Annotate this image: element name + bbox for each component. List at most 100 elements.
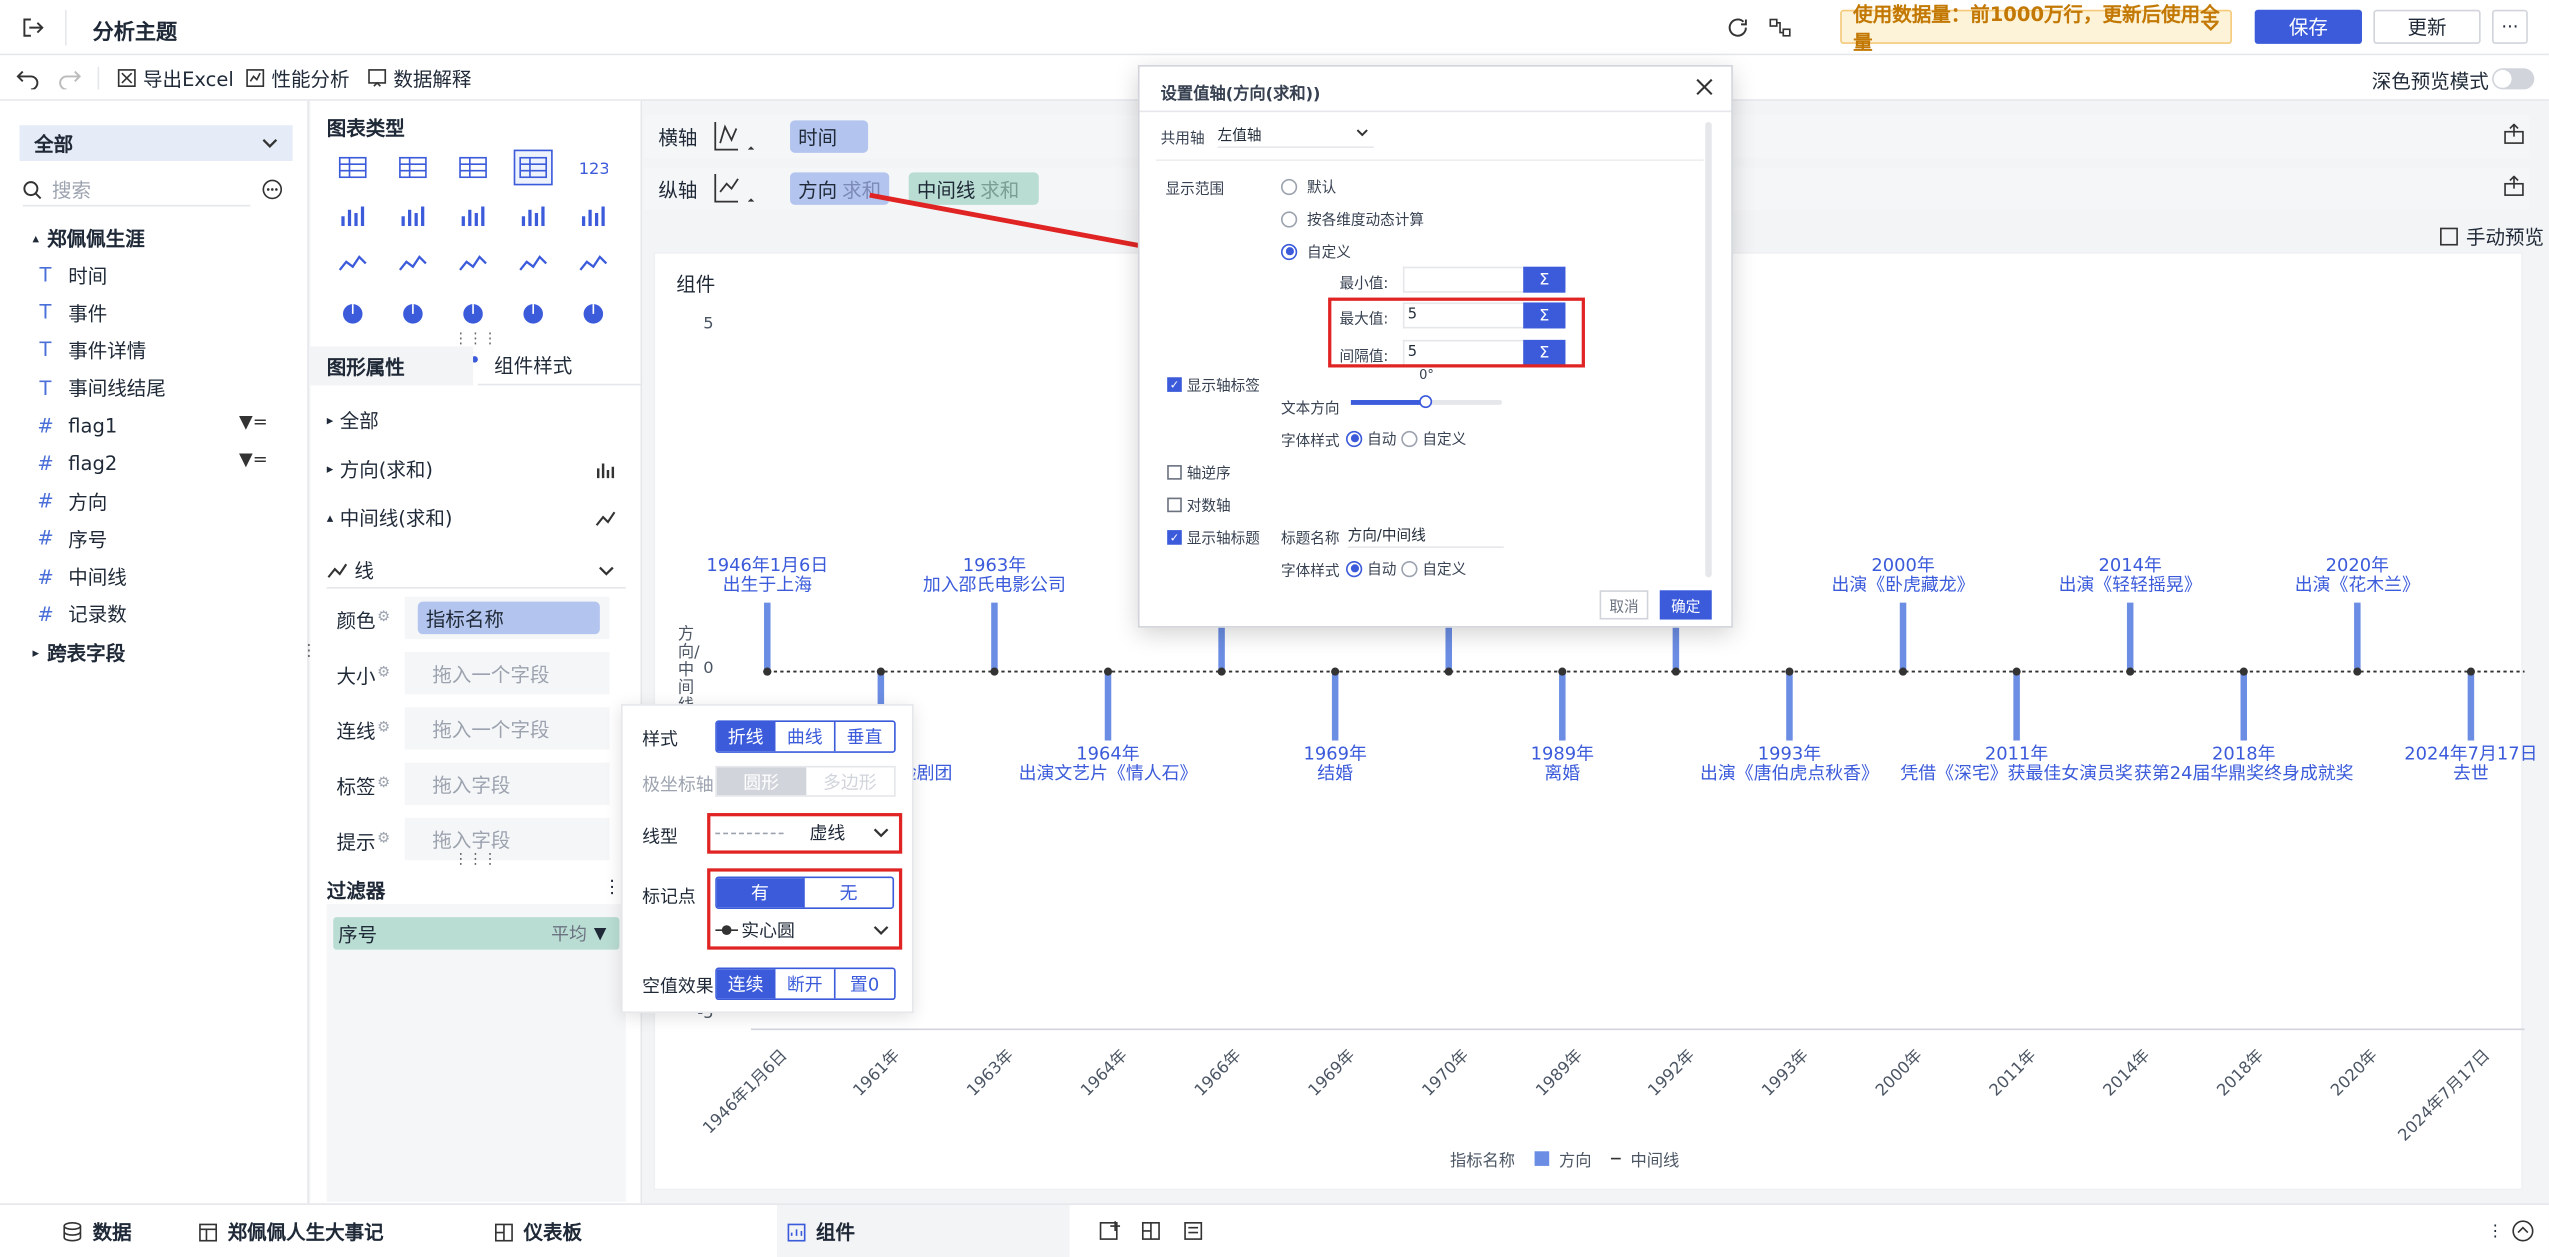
measure-midline-node[interactable]: ▴ 中间线(求和) <box>327 504 626 532</box>
x-field-pill[interactable]: 时间 <box>790 120 869 153</box>
tab-analysis[interactable]: 郑佩佩人生大事记 <box>198 1205 384 1257</box>
chart-type-icon[interactable] <box>514 296 553 332</box>
data-explain-button[interactable]: 数据解释 <box>367 55 471 101</box>
all-node[interactable]: ▸ 全部 <box>327 407 626 435</box>
gear-icon[interactable]: ⚙ <box>377 720 391 737</box>
property-drop-zone[interactable]: 拖入一个字段 <box>404 652 610 695</box>
field-item[interactable]: T 事件详情 <box>36 334 147 367</box>
property-drop-zone[interactable]: 指标名称 <box>404 596 610 640</box>
property-drop-zone[interactable]: 拖入字段 <box>404 817 610 861</box>
chart-type-icon[interactable] <box>574 247 613 283</box>
property-drop-zone[interactable]: 拖入字段 <box>404 762 610 805</box>
field-item[interactable]: # 方向 <box>36 485 107 518</box>
line-type-select[interactable]: 虚线 <box>715 816 894 849</box>
ok-button[interactable]: 确定 <box>1659 590 1712 620</box>
more-options-icon[interactable]: ⋮ <box>603 876 621 898</box>
chart-type-icon[interactable] <box>514 247 553 283</box>
style-curve[interactable]: 曲线 <box>776 721 836 752</box>
chart-type-icon[interactable] <box>393 296 432 332</box>
max-input[interactable]: 5 <box>1402 302 1524 329</box>
scope-select[interactable]: 全部 <box>19 125 293 161</box>
filter-flag-icon[interactable]: ▼= <box>238 448 268 470</box>
direction-bar[interactable] <box>2354 602 2361 672</box>
field-item[interactable]: T 事间线结尾 <box>36 372 166 405</box>
cancel-button[interactable]: 取消 <box>1599 590 1649 620</box>
collapse-up-icon[interactable] <box>2512 1220 2535 1243</box>
direction-bar[interactable] <box>1445 602 1452 672</box>
y-field-pill-direction[interactable]: 方向 求和 <box>790 172 890 205</box>
min-sigma-button[interactable]: Σ <box>1523 266 1566 293</box>
direction-bar[interactable] <box>1104 671 1112 741</box>
mark-type-select[interactable]: 线 <box>326 553 626 589</box>
add-component-icon[interactable] <box>1099 1220 1122 1243</box>
chart-type-icon[interactable] <box>393 198 432 234</box>
search-input[interactable]: 搜索 <box>52 178 92 202</box>
chart-type-icon[interactable] <box>574 296 613 332</box>
slider-handle[interactable] <box>1419 395 1433 409</box>
refresh-icon[interactable] <box>1725 15 1751 41</box>
field-item[interactable]: # 中间线 <box>36 560 126 593</box>
filter-zone[interactable] <box>326 904 626 1202</box>
log-axis-checkbox[interactable]: 对数轴 <box>1167 494 1231 515</box>
direction-bar[interactable] <box>1331 671 1339 741</box>
field-item[interactable]: T 时间 <box>36 259 108 292</box>
exit-icon[interactable] <box>20 15 46 41</box>
drag-handle-icon[interactable]: ⋮⋮⋮ <box>453 852 498 869</box>
lineage-icon[interactable] <box>1767 15 1793 41</box>
chart-type-icon[interactable] <box>574 198 613 234</box>
range-radio[interactable]: 自定义 <box>1280 241 1351 262</box>
direction-bar[interactable] <box>1559 671 1566 741</box>
export-icon[interactable] <box>2503 175 2524 197</box>
title-font-custom-radio[interactable]: 自定义 <box>1401 558 1466 579</box>
chart-type-icon[interactable] <box>333 198 372 234</box>
filter-field-pill[interactable]: 序号 平均 ▼ <box>333 917 620 950</box>
interval-sigma-button[interactable]: Σ <box>1523 339 1566 366</box>
undo-icon[interactable] <box>16 67 39 90</box>
legend-item-direction[interactable]: 方向 <box>1558 1152 1592 1171</box>
font-style-custom-radio[interactable]: 自定义 <box>1401 428 1466 449</box>
legend-item-midline[interactable]: 中间线 <box>1630 1152 1680 1171</box>
data-volume-notice[interactable]: 使用数据量：前1000万行，更新后使用全量 <box>1840 2 2232 53</box>
more-options-icon[interactable] <box>262 179 283 200</box>
direction-bar[interactable] <box>991 602 998 672</box>
show-axis-labels-checkbox[interactable]: ✓ 显示轴标签 <box>1167 374 1260 395</box>
gear-icon[interactable]: ⚙ <box>377 830 391 848</box>
drag-handle-icon[interactable]: ⋮⋮⋮ <box>453 331 498 348</box>
min-input[interactable] <box>1402 266 1524 293</box>
manual-preview-checkbox[interactable]: 手动预览 <box>2440 223 2544 251</box>
null-continuous[interactable]: 连续 <box>716 969 776 999</box>
chart-type-icon[interactable] <box>393 150 432 186</box>
cross-table-node[interactable]: ▸ 跨表字段 <box>33 639 126 667</box>
dark-mode-toggle[interactable] <box>2492 68 2535 90</box>
marker-shape-select[interactable]: 实心圆 <box>715 914 894 947</box>
table-node[interactable]: ▴ 郑佩佩生涯 <box>33 224 145 252</box>
chart-type-icon[interactable] <box>514 198 553 234</box>
field-item[interactable]: # flag2 <box>36 447 117 480</box>
gear-icon[interactable]: ⚙ <box>377 665 391 682</box>
text-direction-slider[interactable] <box>1350 395 1503 409</box>
chart-type-icon[interactable] <box>454 198 493 234</box>
gear-icon[interactable]: ⚙ <box>377 775 391 792</box>
y-axis-chart-icon[interactable] <box>712 172 755 205</box>
style-vertical[interactable]: 垂直 <box>846 726 883 749</box>
title-font-auto-radio[interactable]: 自动 <box>1345 558 1396 579</box>
tab-data[interactable]: 数据 <box>62 1205 132 1257</box>
range-radio[interactable]: 默认 <box>1280 176 1336 197</box>
gear-icon[interactable]: ⚙ <box>377 609 391 627</box>
chart-type-icon[interactable] <box>333 247 372 283</box>
chart-type-icon[interactable] <box>393 247 432 283</box>
direction-bar[interactable] <box>1899 602 1907 672</box>
search-box[interactable]: 搜索 <box>22 174 251 207</box>
font-style-auto-radio[interactable]: 自动 <box>1345 428 1396 449</box>
property-drop-zone[interactable]: 拖入一个字段 <box>404 707 610 750</box>
direction-bar[interactable] <box>2240 671 2248 741</box>
field-item[interactable]: T 事件 <box>36 296 108 329</box>
marker-off[interactable]: 无 <box>839 882 858 905</box>
direction-bar[interactable] <box>2467 671 2475 741</box>
tab-component-style[interactable]: 组件样式 <box>477 346 641 386</box>
x-axis-chart-icon[interactable] <box>712 120 755 153</box>
field-item[interactable]: # flag1 <box>36 409 117 442</box>
more-button[interactable]: ··· <box>2492 9 2528 44</box>
style-polyline[interactable]: 折线 <box>716 721 776 752</box>
chart-type-icon[interactable] <box>333 150 372 186</box>
